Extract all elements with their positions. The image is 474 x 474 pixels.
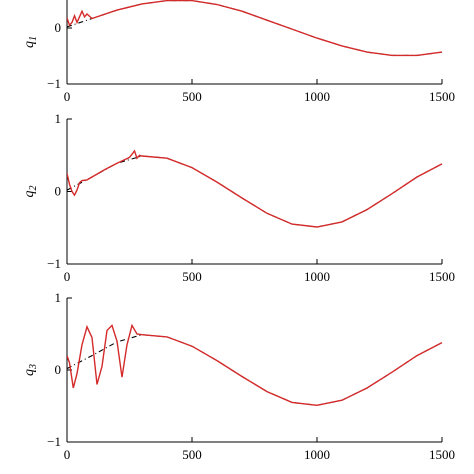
reference-series-line (67, 155, 443, 228)
x-tick-label: 1500 (429, 89, 455, 104)
x-tick-label: 1500 (429, 447, 455, 462)
x-tick-label: 0 (64, 269, 71, 284)
x-tick-label: 500 (182, 269, 202, 284)
x-tick-label: 0 (64, 447, 71, 462)
estimated-series-line (67, 0, 443, 57)
y-tick-label: 1 (55, 111, 62, 126)
y-axis-label: q2 (22, 186, 39, 198)
y-tick-label: −1 (47, 256, 61, 271)
x-tick-label: 1500 (429, 269, 455, 284)
y-tick-label: 1 (55, 290, 62, 305)
estimated-series-line (67, 149, 443, 228)
estimated-series-line (67, 323, 443, 407)
y-tick-label: −1 (47, 434, 61, 449)
x-tick-label: 1000 (304, 447, 330, 462)
x-tick-label: 500 (182, 447, 202, 462)
y-tick-label: 0 (55, 362, 62, 377)
y-tick-label: −1 (47, 76, 61, 91)
y-axis-label: q1 (22, 36, 39, 48)
y-tick-label: 0 (55, 20, 62, 35)
y-axis-label: q3 (22, 364, 39, 376)
x-tick-label: 1000 (304, 89, 330, 104)
y-tick-label: 0 (55, 184, 62, 199)
x-tick-label: 0 (64, 89, 71, 104)
x-tick-label: 1000 (304, 269, 330, 284)
x-tick-label: 500 (182, 89, 202, 104)
